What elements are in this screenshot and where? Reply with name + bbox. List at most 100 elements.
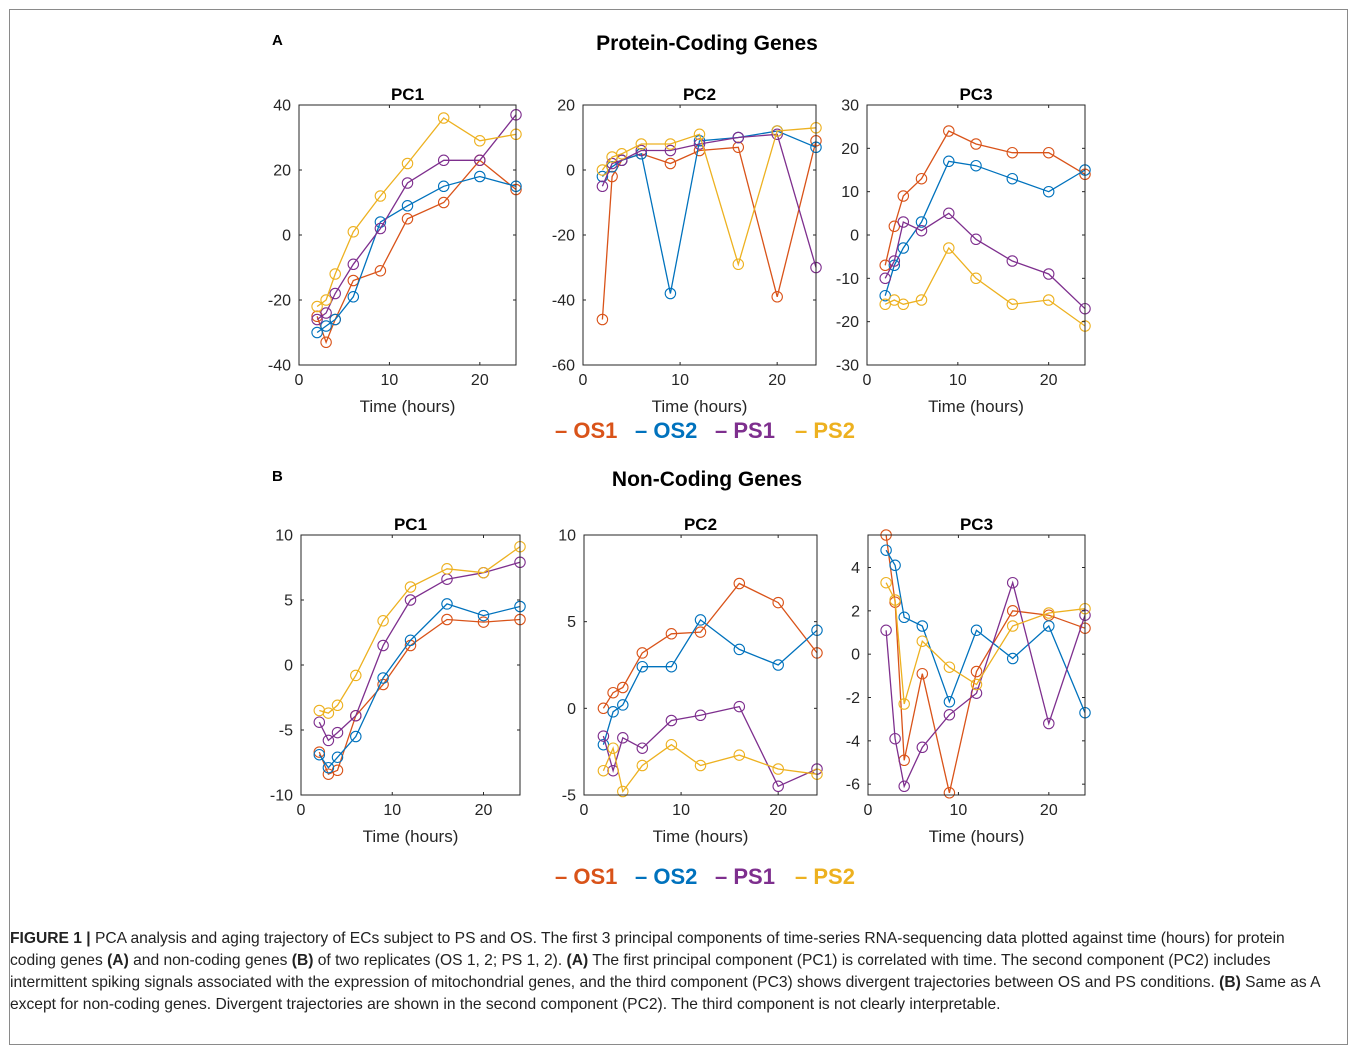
- data-point-os2: [347, 291, 360, 303]
- data-point-ps1: [1006, 255, 1019, 267]
- data-point-os1: [607, 686, 619, 699]
- data-point-ps2: [635, 138, 648, 150]
- data-point-os1: [636, 647, 649, 659]
- data-point-os2: [915, 216, 928, 228]
- caption-fragment: and non-coding genes: [128, 952, 292, 969]
- data-point-ps2: [943, 661, 956, 673]
- y-tick-label: 30: [841, 98, 859, 115]
- data-point-ps2: [441, 563, 453, 575]
- y-tick-label: -30: [836, 358, 859, 375]
- data-point-os1: [437, 196, 450, 209]
- series-line-ps2: [601, 127, 817, 267]
- data-point-os2: [350, 730, 362, 743]
- data-point-ps2: [597, 764, 610, 777]
- data-point-os1: [772, 596, 784, 609]
- data-point-os1: [694, 626, 707, 638]
- data-point-ps2: [322, 707, 335, 719]
- data-point-os1: [665, 628, 678, 640]
- data-point-os2: [898, 611, 910, 624]
- y-tick-label: 5: [567, 614, 576, 631]
- data-point-os2: [772, 659, 784, 671]
- data-point-ps2: [1006, 298, 1019, 311]
- series-line-os2: [602, 618, 818, 745]
- data-point-os2: [1006, 172, 1019, 185]
- data-point-os2: [970, 624, 983, 637]
- data-point-ps2: [970, 678, 983, 691]
- series-line-ps2: [602, 743, 818, 794]
- legend-item-os1: – OS1: [555, 864, 617, 889]
- chart-b-pc3: 0 10 20 -6 -4 -2 0 2 4 PC3 Time (hours): [846, 515, 1091, 846]
- data-point-os2: [477, 609, 490, 622]
- data-point-ps1: [474, 154, 486, 167]
- data-point-ps2: [377, 615, 389, 627]
- data-point-ps1: [313, 716, 326, 728]
- data-point-ps1: [664, 144, 677, 157]
- data-point-ps2: [350, 669, 362, 682]
- data-point-ps2: [897, 298, 910, 311]
- data-point-ps1: [888, 255, 901, 267]
- data-point-os2: [970, 159, 982, 172]
- data-point-ps1: [331, 726, 344, 739]
- series-line-os2: [318, 603, 521, 769]
- caption-fragment: (B): [1219, 974, 1241, 991]
- data-point-ps2: [636, 759, 649, 772]
- x-tick-label: 10: [381, 372, 399, 389]
- y-tick-label: 0: [282, 228, 291, 245]
- y-tick-label: -10: [836, 271, 859, 288]
- legend-item-ps1: – PS1: [715, 418, 775, 443]
- series-line-ps2: [884, 246, 1086, 327]
- data-point-os2: [879, 289, 891, 302]
- x-tick-label: 20: [1040, 802, 1058, 819]
- data-point-os1: [732, 141, 745, 154]
- data-point-os2: [617, 699, 629, 711]
- panel-title-b: Non-Coding Genes: [612, 468, 802, 491]
- data-point-os2: [889, 559, 901, 572]
- data-point-ps2: [732, 258, 745, 271]
- data-point-os1: [1006, 605, 1019, 617]
- x-axis-label: Time (hours): [653, 827, 749, 846]
- legend-item-ps2: – PS2: [795, 864, 855, 889]
- data-point-os2: [664, 287, 677, 300]
- data-point-ps2: [437, 112, 450, 124]
- data-point-ps1: [733, 700, 746, 713]
- y-tick-label: 0: [850, 228, 859, 245]
- x-tick-label: 0: [863, 372, 872, 389]
- series-line-ps1: [316, 114, 517, 321]
- legend-item-os2: – OS2: [635, 418, 697, 443]
- y-tick-label: 0: [566, 163, 575, 180]
- data-point-ps2: [477, 566, 490, 579]
- data-point-ps1: [694, 709, 707, 722]
- data-point-os2: [374, 216, 387, 228]
- data-point-ps1: [1042, 268, 1055, 280]
- data-point-ps1: [597, 730, 610, 742]
- data-point-os1: [771, 291, 783, 303]
- caption-fragment: Same as A except for non-coding genes. D…: [10, 974, 1320, 1013]
- x-tick-label: 0: [579, 372, 588, 389]
- caption-fragment: The first principal component (PC1) is c…: [10, 952, 1271, 991]
- data-point-os2: [441, 598, 453, 610]
- data-point-os2: [943, 155, 955, 168]
- series-line-os1: [316, 159, 517, 345]
- chart-b-pc1: 0 10 20 -10 -5 0 5 10 PC1 Time (hours): [270, 515, 526, 846]
- data-point-os1: [970, 138, 982, 150]
- data-point-os1: [664, 157, 677, 170]
- x-tick-label: 20: [475, 802, 493, 819]
- y-tick-label: -20: [268, 293, 291, 310]
- data-point-ps2: [772, 763, 784, 775]
- data-point-ps2: [474, 135, 486, 147]
- data-point-ps2: [329, 268, 341, 280]
- data-point-ps2: [879, 298, 891, 311]
- data-point-ps2: [1006, 620, 1019, 632]
- data-point-ps1: [1006, 576, 1019, 589]
- data-point-ps1: [636, 742, 649, 754]
- chart-title: PC2: [683, 85, 716, 104]
- figure-caption: FIGURE 1 | PCA analysis and aging trajec…: [10, 928, 1325, 1016]
- data-point-ps1: [915, 224, 928, 237]
- data-point-os1: [943, 125, 955, 137]
- data-point-ps2: [898, 698, 910, 710]
- series-line-ps2: [885, 582, 1086, 705]
- x-axis-label: Time (hours): [929, 827, 1025, 846]
- y-tick-label: 2: [851, 603, 860, 620]
- data-point-os2: [880, 544, 892, 556]
